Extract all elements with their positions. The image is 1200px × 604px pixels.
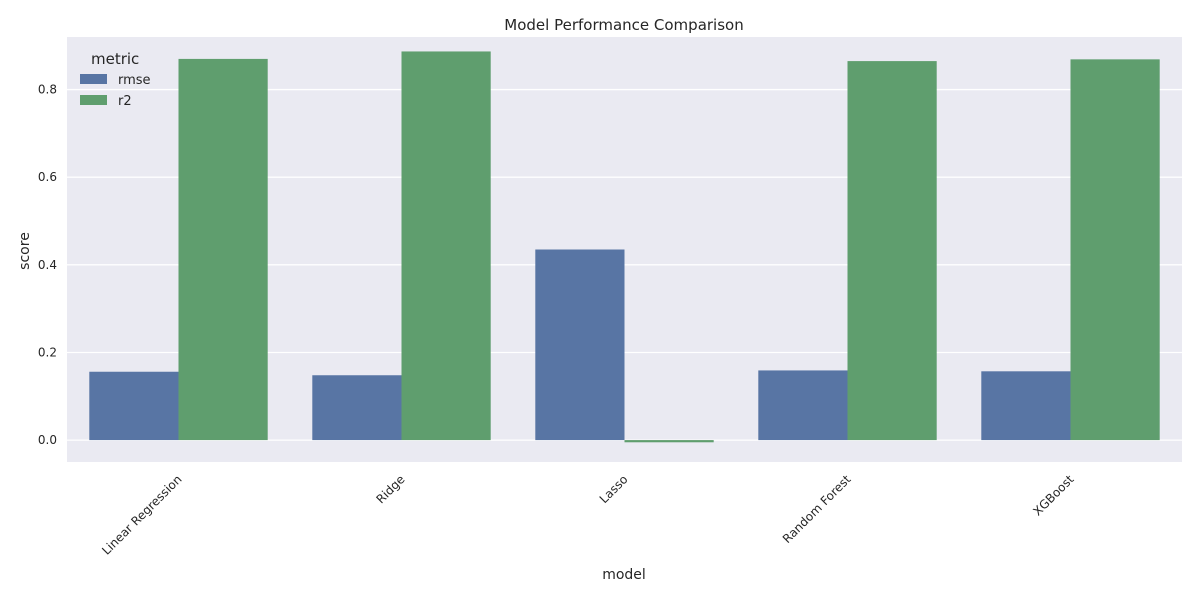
- legend-title: metric: [91, 50, 139, 68]
- x-tick-label: Linear Regression: [99, 472, 184, 557]
- bar-r2: [847, 61, 937, 441]
- bar-r2: [178, 58, 268, 441]
- y-tick-label: 0.4: [38, 258, 57, 272]
- x-tick-label: Ridge: [373, 472, 407, 506]
- bar-r2: [401, 51, 491, 441]
- y-axis-ticks: 0.0 0.2 0.4 0.6 0.8: [38, 83, 57, 448]
- y-tick-label: 0.0: [38, 433, 57, 447]
- chart-title: Model Performance Comparison: [504, 16, 743, 34]
- x-tick-label: Random Forest: [780, 472, 854, 546]
- y-tick-label: 0.6: [38, 170, 57, 184]
- bar-rmse: [312, 375, 402, 441]
- y-tick-label: 0.8: [38, 83, 57, 97]
- legend-swatch-r2: [80, 95, 107, 105]
- bar-r2: [624, 440, 714, 443]
- bar-r2: [1070, 59, 1160, 441]
- x-tick-label: Lasso: [597, 472, 631, 506]
- y-axis-label: score: [17, 232, 33, 270]
- x-axis-ticks: Linear Regression Ridge Lasso Random Forest…: [99, 472, 1077, 558]
- legend-swatch-rmse: [80, 74, 107, 84]
- legend-label-r2: r2: [118, 94, 132, 109]
- legend-label-rmse: rmse: [118, 73, 151, 88]
- legend: metric rmse r2: [80, 50, 151, 109]
- y-tick-label: 0.2: [38, 345, 57, 359]
- x-axis-label: model: [602, 567, 646, 583]
- bar-rmse: [981, 371, 1071, 441]
- bar-rmse: [535, 249, 625, 441]
- bars: [89, 51, 1160, 443]
- bar-rmse: [758, 370, 848, 441]
- x-tick-label: XGBoost: [1030, 472, 1076, 518]
- bar-rmse: [89, 371, 179, 441]
